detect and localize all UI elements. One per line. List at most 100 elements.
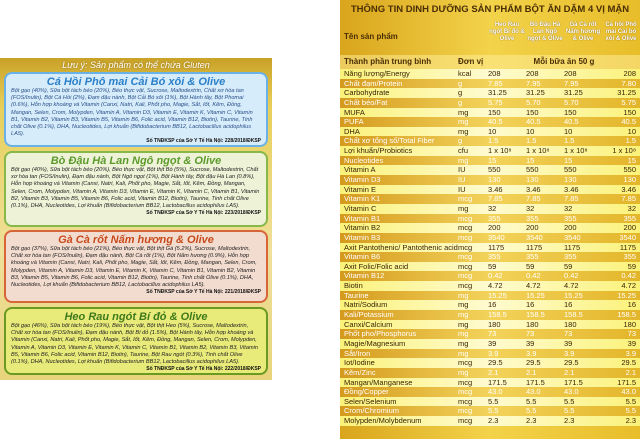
nutrient-value: 200 — [564, 223, 577, 233]
nutrient-name: Nucleotides — [344, 155, 384, 165]
nutrient-value: 158.5 — [488, 310, 507, 320]
nutrient-value: 59 — [526, 261, 535, 271]
nutrient-value: 16 — [627, 300, 636, 310]
nutrient-value: 200 — [488, 223, 501, 233]
nutrient-unit: mg — [458, 126, 469, 136]
nutrient-value: 3.9 — [526, 348, 537, 358]
product-name: Gà Cà rốt Nấm hương & Olive — [58, 234, 214, 246]
nutrient-unit: mcg — [458, 387, 473, 397]
nutrient-value: 73 — [488, 329, 497, 339]
nutrient-value: 15.25 — [617, 290, 636, 300]
nutrient-value: 355 — [623, 213, 636, 223]
nutrient-unit: g — [458, 78, 463, 88]
nutrient-unit: mg — [458, 300, 469, 310]
nutrient-value: 7.85 — [564, 194, 579, 204]
nutrient-name: Lợi khuẩn/Probiotics — [344, 146, 413, 156]
nutrient-value: 130 — [488, 175, 501, 185]
table-row: Taurine mg 15.25 15.25 15.25 15.25 — [340, 290, 640, 301]
nutrient-name: Chất xơ tổng số/Total Fiber — [344, 136, 435, 146]
nutrient-value: 29.5 — [564, 358, 579, 368]
product-card-beef: Bò Đậu Hà Lan Ngô ngọt & Olive Bột gạo (… — [4, 151, 268, 227]
nutrient-name: Biotin — [344, 281, 363, 291]
nutrient-unit: mcg — [458, 252, 473, 262]
nutrient-name: Iot/Iodine — [344, 358, 375, 368]
nutrient-unit: mg — [458, 290, 469, 300]
nutrient-value: 16 — [488, 300, 497, 310]
nutrient-unit: mcg — [458, 232, 473, 242]
table-row: Lợi khuẩn/Probiotics cfu 1 x 10⁸ 1 x 10⁸ 1 x… — [340, 146, 640, 156]
nutrient-value: 130 — [526, 175, 539, 185]
table-row: Vitamin B2 mcg 200 200 200 200 — [340, 223, 640, 233]
product-ingredients: Bột gạo (46%), Sữa bột tách béo (19%), B… — [11, 323, 258, 366]
nutrient-value: 29.5 — [526, 358, 541, 368]
nutrient-value: 355 — [488, 252, 501, 262]
nutrient-value: 150 — [526, 107, 539, 117]
nutrient-value: 16 — [564, 300, 573, 310]
nutrient-value: 2.1 — [526, 367, 537, 377]
nutrient-value: 31.25 — [488, 88, 507, 98]
nutrient-value: 59 — [564, 261, 573, 271]
nutrient-value: 3.9 — [488, 348, 499, 358]
nutrient-value: 7.85 — [488, 78, 503, 88]
product-label: Tên sản phẩm — [344, 32, 398, 41]
nutrient-value: 5.5 — [564, 406, 575, 416]
nutrient-value: 1 x 10⁸ — [526, 146, 550, 156]
nutrient-unit: cfu — [458, 146, 469, 156]
nutrient-value: 150 — [564, 107, 577, 117]
nutrient-unit: mcg — [458, 213, 473, 223]
nutrient-value: 3.46 — [621, 184, 636, 194]
nutrient-value: 7.95 — [564, 78, 579, 88]
nutrient-value: 40.5 — [488, 117, 503, 127]
nutrient-value: 40.5 — [564, 117, 579, 127]
nutrient-value: 43.0 — [564, 387, 579, 397]
nutrient-value: 29.5 — [488, 358, 503, 368]
nutrient-value: 7.85 — [488, 194, 503, 204]
nutrient-value: 5.5 — [488, 396, 499, 406]
nutrient-unit: mcg — [458, 396, 473, 406]
product-card-salmon: Cá Hồi Phô mai Cải Bó xôi & Olive Bột gạ… — [4, 72, 268, 147]
nutrient-name: Năng lượng/Energy — [344, 69, 410, 78]
nutrient-value: 150 — [488, 107, 501, 117]
nutrient-value: 10 — [627, 126, 636, 136]
nutrient-value: 158.5 — [617, 310, 636, 320]
nutrient-name: Vitamin B2 — [344, 223, 381, 233]
nutrient-value: 29.5 — [621, 358, 636, 368]
table-row: Carbohydrate g 31.25 31.25 31.25 31.25 — [340, 88, 640, 98]
nutrient-unit: mcg — [458, 416, 473, 426]
nutrient-value: 4.72 — [621, 281, 636, 291]
nutrient-value: 0.42 — [526, 271, 541, 281]
registration-number: Số TNĐKSP của Sở Y Tế Hà Nội: 221/2018/Đ… — [146, 289, 261, 296]
nutrient-value: 171.5 — [526, 377, 545, 387]
nutrient-value: 5.5 — [526, 396, 537, 406]
nutrient-value: 15.25 — [488, 290, 507, 300]
nutrient-name: Vitamin B1 — [344, 213, 381, 223]
nutrient-value: 1175 — [526, 242, 543, 252]
nutrient-value: 39 — [526, 338, 535, 348]
nutrient-value: 355 — [526, 213, 539, 223]
product-ingredients: Bột gạo (40%), Sữa bột tách béo (20%), B… — [11, 88, 253, 138]
nutrient-name: Phốt pho/Phosphorus — [344, 329, 417, 339]
nutrient-unit: mg — [458, 107, 469, 117]
nutrient-value: 10 — [564, 126, 573, 136]
table-subheader: Thành phần trung bình Đơn vị Mỗi bữa ăn … — [340, 55, 640, 69]
table-row: Năng lượng/Energy kcal 208 208 208 208 — [340, 69, 640, 79]
nutrient-value: 208 — [488, 69, 501, 78]
unit-label: Đơn vị — [458, 57, 484, 66]
nutrient-value: 180 — [488, 319, 501, 329]
nutrient-unit: mg — [458, 155, 469, 165]
nutrient-value: 355 — [623, 252, 636, 262]
nutrient-value: 15.25 — [564, 290, 583, 300]
table-row: Vitamin A IU 550 550 550 550 — [340, 165, 640, 176]
component-label: Thành phần trung bình — [344, 57, 432, 66]
nutrient-unit: mcg — [458, 271, 473, 281]
table-row: Vitamin D3 IU 130 130 130 130 — [340, 175, 640, 185]
nutrient-value: 7.95 — [526, 78, 541, 88]
nutrient-value: 1175 — [488, 242, 505, 252]
nutrient-value: 32 — [564, 203, 573, 213]
nutrient-value: 4.72 — [526, 281, 541, 291]
nutrient-value: 15 — [526, 155, 535, 165]
nutrient-unit: g — [458, 136, 463, 146]
nutrient-unit: mcg — [458, 406, 473, 416]
nutrient-value: 5.5 — [625, 406, 636, 416]
nutrient-name: Vitamin B12 — [344, 271, 385, 281]
